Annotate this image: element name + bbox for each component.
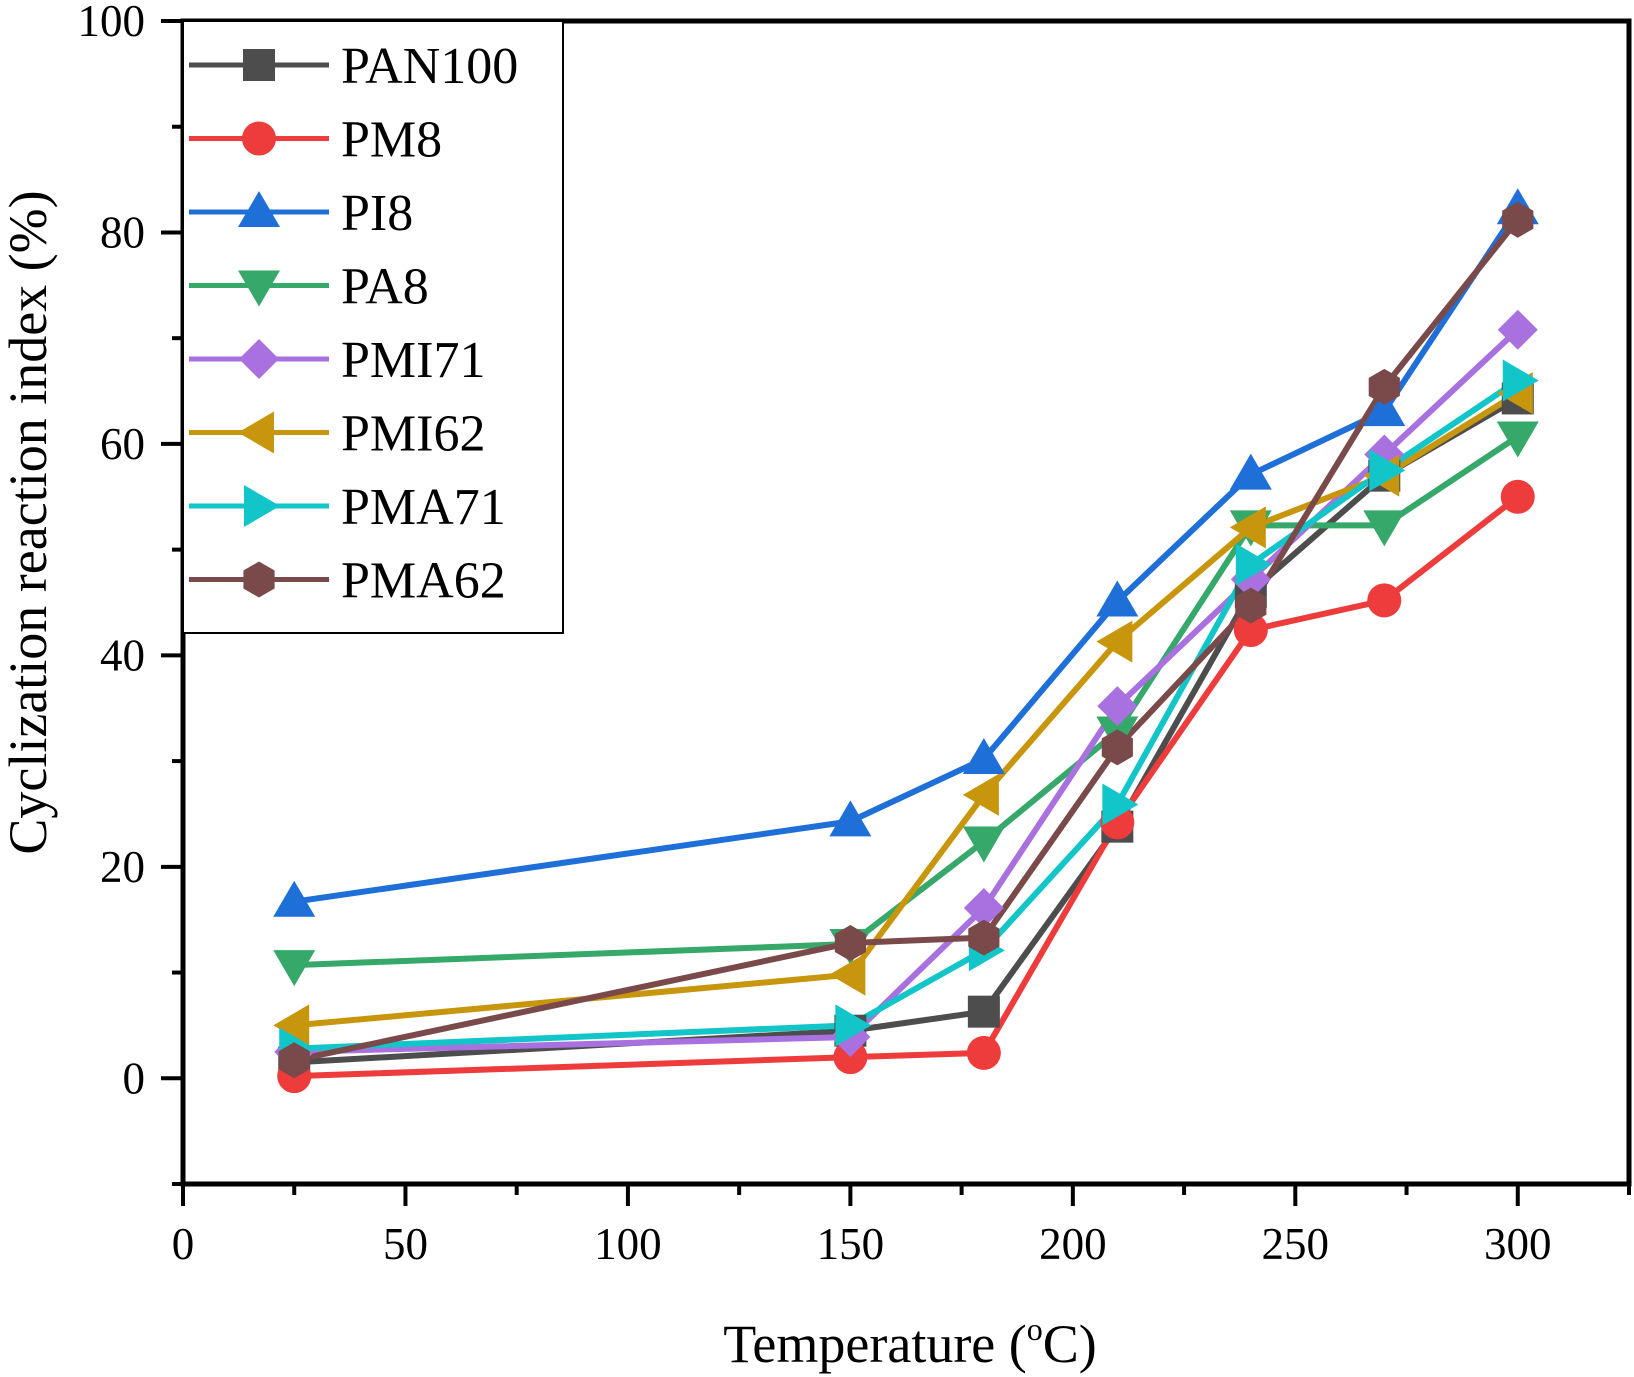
- legend-label: PA8: [341, 259, 429, 316]
- data-point-pma71: [835, 1004, 872, 1047]
- legend-label: PAN100: [341, 38, 518, 95]
- y-tick-label: 20: [100, 842, 145, 892]
- legend-label: PI8: [341, 185, 413, 242]
- data-point-pma71: [1502, 359, 1539, 402]
- legend-box: [182, 20, 564, 634]
- y-tick-label: 80: [100, 207, 145, 257]
- data-point-pa8: [962, 826, 1005, 863]
- data-point-pmi71: [1097, 686, 1138, 727]
- x-tick-label: 0: [172, 1219, 195, 1269]
- y-axis-title: Cyclization reaction index (%): [0, 190, 58, 854]
- data-point-pmi62: [1096, 620, 1133, 663]
- data-point-pmi62: [829, 953, 866, 996]
- data-point-pan100: [967, 995, 1000, 1028]
- legend-marker-icon: [238, 191, 280, 227]
- y-axis: 0 20 40 60 80 100: [78, 0, 183, 1186]
- legend-item-pmi71: PMI71: [189, 332, 485, 389]
- data-point-pmi71: [963, 888, 1004, 929]
- y-tick-label: 40: [100, 630, 145, 680]
- data-point-pmi62: [273, 1004, 310, 1047]
- legend-marker-icon: [242, 121, 276, 156]
- legend-item-pi8: PI8: [189, 185, 413, 242]
- data-point-pa8: [273, 950, 316, 987]
- legend-marker-icon: [238, 411, 274, 454]
- x-tick-label: 200: [1039, 1219, 1107, 1269]
- y-tick-label: 60: [100, 419, 145, 469]
- data-point-pm8: [966, 1035, 1001, 1070]
- data-point-pm8: [1233, 612, 1268, 647]
- data-point-pma71: [1369, 449, 1406, 492]
- legend-label: PMI71: [341, 332, 485, 389]
- data-point-pma62: [1368, 368, 1400, 405]
- x-axis-title: Temperature (oC): [723, 1311, 1097, 1374]
- legend-label: PMA71: [341, 479, 506, 536]
- data-point-pmi62: [962, 773, 999, 816]
- legend-item-pm8: PM8: [189, 112, 442, 169]
- data-point-pm8: [1500, 479, 1535, 514]
- data-point-pi8: [829, 800, 872, 837]
- data-point-pma62: [1235, 587, 1267, 624]
- data-point-pma62: [1101, 729, 1133, 766]
- plot-markers: [273, 188, 1539, 1094]
- legend-marker-icon: [243, 49, 275, 81]
- data-point-pa8: [1363, 510, 1406, 547]
- data-point-pi8: [1229, 453, 1272, 490]
- data-point-pi8: [962, 737, 1005, 774]
- data-point-pm8: [1367, 583, 1402, 618]
- y-tick-label: 0: [123, 1053, 146, 1103]
- legend-marker-icon: [243, 561, 275, 598]
- legend-item-pmi62: PMI62: [189, 406, 485, 463]
- data-point-pi8: [1096, 580, 1139, 617]
- legend-marker-icon: [239, 339, 279, 379]
- data-point-pm8: [833, 1040, 868, 1075]
- data-point-pma62: [968, 919, 1000, 956]
- legend-item-pa8: PA8: [189, 259, 429, 316]
- legend-label: PMA62: [341, 553, 506, 610]
- x-tick-label: 300: [1484, 1219, 1552, 1269]
- legend-label: PMI62: [341, 406, 485, 463]
- legend-item-pan100: PAN100: [189, 38, 518, 95]
- legend-marker-icon: [238, 270, 280, 307]
- legend-label: PM8: [341, 112, 442, 169]
- x-tick-label: 50: [383, 1219, 428, 1269]
- data-point-pmi71: [1497, 309, 1538, 350]
- data-point-pi8: [273, 880, 316, 917]
- legend-marker-icon: [244, 485, 280, 527]
- x-axis: 0 50 100 150 200 250 300: [172, 1184, 1631, 1269]
- x-tick-label: 150: [817, 1219, 885, 1269]
- data-point-pma71: [1102, 783, 1139, 826]
- legend-item-pma62: PMA62: [189, 553, 506, 610]
- legend-item-pma71: PMA71: [189, 479, 506, 536]
- legend: PAN100 PM8 PI8 PA8 PMI71 PMI62 PMA71 PMA62: [182, 20, 564, 634]
- data-point-pma62: [278, 1042, 310, 1079]
- y-tick-label: 100: [78, 0, 146, 46]
- data-point-pa8: [1496, 421, 1539, 458]
- x-tick-label: 100: [594, 1219, 662, 1269]
- data-point-pi8: [1363, 390, 1406, 427]
- x-tick-label: 250: [1262, 1219, 1330, 1269]
- data-point-pma62: [834, 924, 866, 961]
- data-point-pmi62: [1229, 506, 1266, 549]
- data-point-pma62: [1502, 201, 1534, 238]
- data-point-pma71: [1235, 543, 1272, 586]
